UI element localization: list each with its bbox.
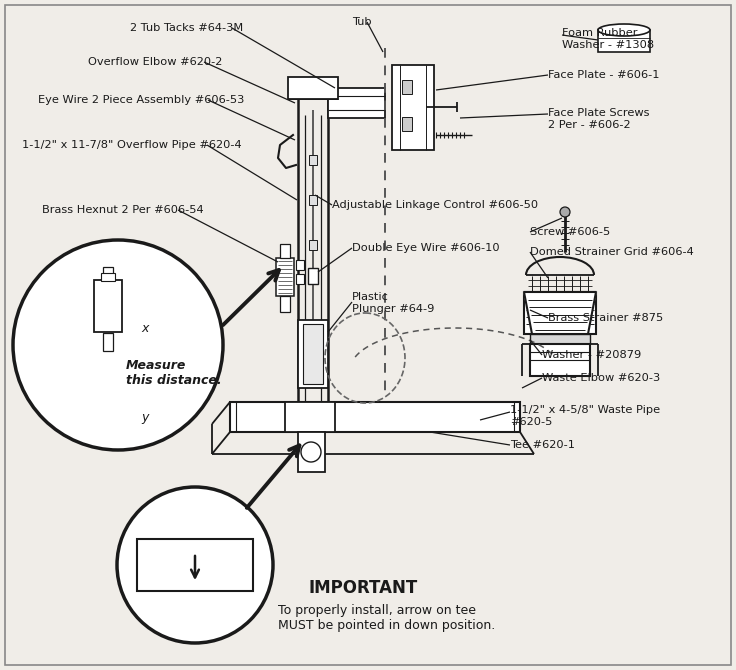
Bar [298, 320, 328, 388]
Bar [309, 240, 317, 250]
Bar [276, 258, 294, 296]
Bar [303, 324, 323, 384]
Bar [308, 268, 318, 284]
Text: Double Eye Wire #606-10: Double Eye Wire #606-10 [352, 243, 500, 253]
Text: 1-1/2" x 4-5/8" Waste Pipe
#620-5: 1-1/2" x 4-5/8" Waste Pipe #620-5 [510, 405, 660, 427]
Text: Brass Strainer #875: Brass Strainer #875 [548, 313, 663, 323]
Bar [328, 88, 385, 118]
Bar [103, 333, 113, 351]
Bar [103, 267, 113, 280]
Text: To properly install, arrow on tee
MUST be pointed in down position.: To properly install, arrow on tee MUST b… [278, 604, 495, 632]
Circle shape [560, 207, 570, 217]
Text: 1-1/2" x 11-7/8" Overflow Pipe #620-4: 1-1/2" x 11-7/8" Overflow Pipe #620-4 [22, 140, 241, 150]
Bar [288, 77, 338, 99]
Circle shape [13, 240, 223, 450]
Text: Plastic
Plunger #64-9: Plastic Plunger #64-9 [352, 292, 434, 314]
Text: Screw #606-5: Screw #606-5 [530, 227, 610, 237]
Bar [402, 80, 412, 94]
Bar [530, 334, 590, 344]
Bar [309, 195, 317, 205]
Bar [298, 432, 325, 472]
Circle shape [117, 487, 273, 643]
Text: Foam Rubber
Washer - #1308: Foam Rubber Washer - #1308 [562, 28, 654, 50]
Circle shape [311, 267, 316, 273]
Text: Measure
this distance.: Measure this distance. [126, 359, 222, 387]
Bar [296, 274, 304, 284]
Bar [280, 296, 290, 312]
Bar [524, 292, 596, 334]
Ellipse shape [598, 24, 650, 36]
Circle shape [301, 442, 321, 462]
Bar [296, 260, 304, 270]
Text: Waste Elbow #620-3: Waste Elbow #620-3 [542, 373, 660, 383]
Bar [280, 244, 290, 258]
Circle shape [311, 279, 316, 285]
Text: Adjustable Linkage Control #606-50: Adjustable Linkage Control #606-50 [332, 200, 538, 210]
Bar [101, 273, 115, 281]
Circle shape [470, 132, 476, 138]
Bar [598, 30, 650, 52]
Bar [402, 117, 412, 131]
Text: Eye Wire 2 Piece Assembly #606-53: Eye Wire 2 Piece Assembly #606-53 [38, 95, 244, 105]
Text: x: x [141, 322, 149, 336]
Bar [530, 344, 590, 376]
Text: Tub: Tub [352, 17, 372, 27]
Bar [94, 280, 122, 332]
Text: IMPORTANT: IMPORTANT [308, 579, 417, 597]
Bar [137, 539, 253, 591]
Bar [285, 402, 335, 432]
Text: Washer - #20879: Washer - #20879 [542, 350, 641, 360]
Text: Domed Strainer Grid #606-4: Domed Strainer Grid #606-4 [530, 247, 694, 257]
Text: Tee #620-1: Tee #620-1 [510, 440, 575, 450]
Text: Overflow Elbow #620-2: Overflow Elbow #620-2 [88, 57, 222, 67]
Text: Face Plate - #606-1: Face Plate - #606-1 [548, 70, 659, 80]
Bar [392, 65, 434, 150]
Polygon shape [524, 292, 596, 334]
Text: Face Plate Screws
2 Per - #606-2: Face Plate Screws 2 Per - #606-2 [548, 108, 649, 129]
Text: Brass Hexnut 2 Per #606-54: Brass Hexnut 2 Per #606-54 [42, 205, 204, 215]
Bar [230, 402, 520, 432]
Text: y: y [141, 411, 149, 423]
Text: 2 Tub Tacks #64-3M: 2 Tub Tacks #64-3M [130, 23, 244, 33]
Bar [309, 155, 317, 165]
